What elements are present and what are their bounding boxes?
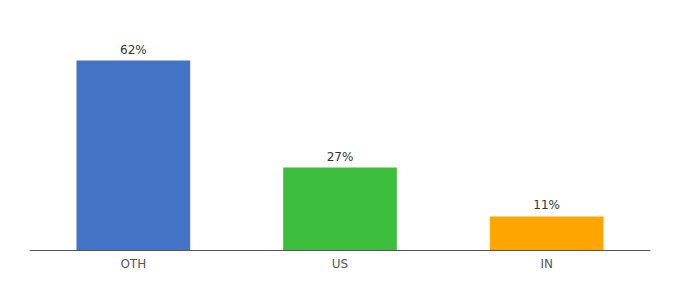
svg-text:27%: 27%	[327, 150, 354, 164]
svg-text:62%: 62%	[120, 43, 147, 57]
svg-text:OTH: OTH	[120, 257, 146, 271]
svg-text:IN: IN	[540, 257, 553, 271]
svg-text:11%: 11%	[533, 198, 560, 212]
svg-text:US: US	[332, 257, 348, 271]
